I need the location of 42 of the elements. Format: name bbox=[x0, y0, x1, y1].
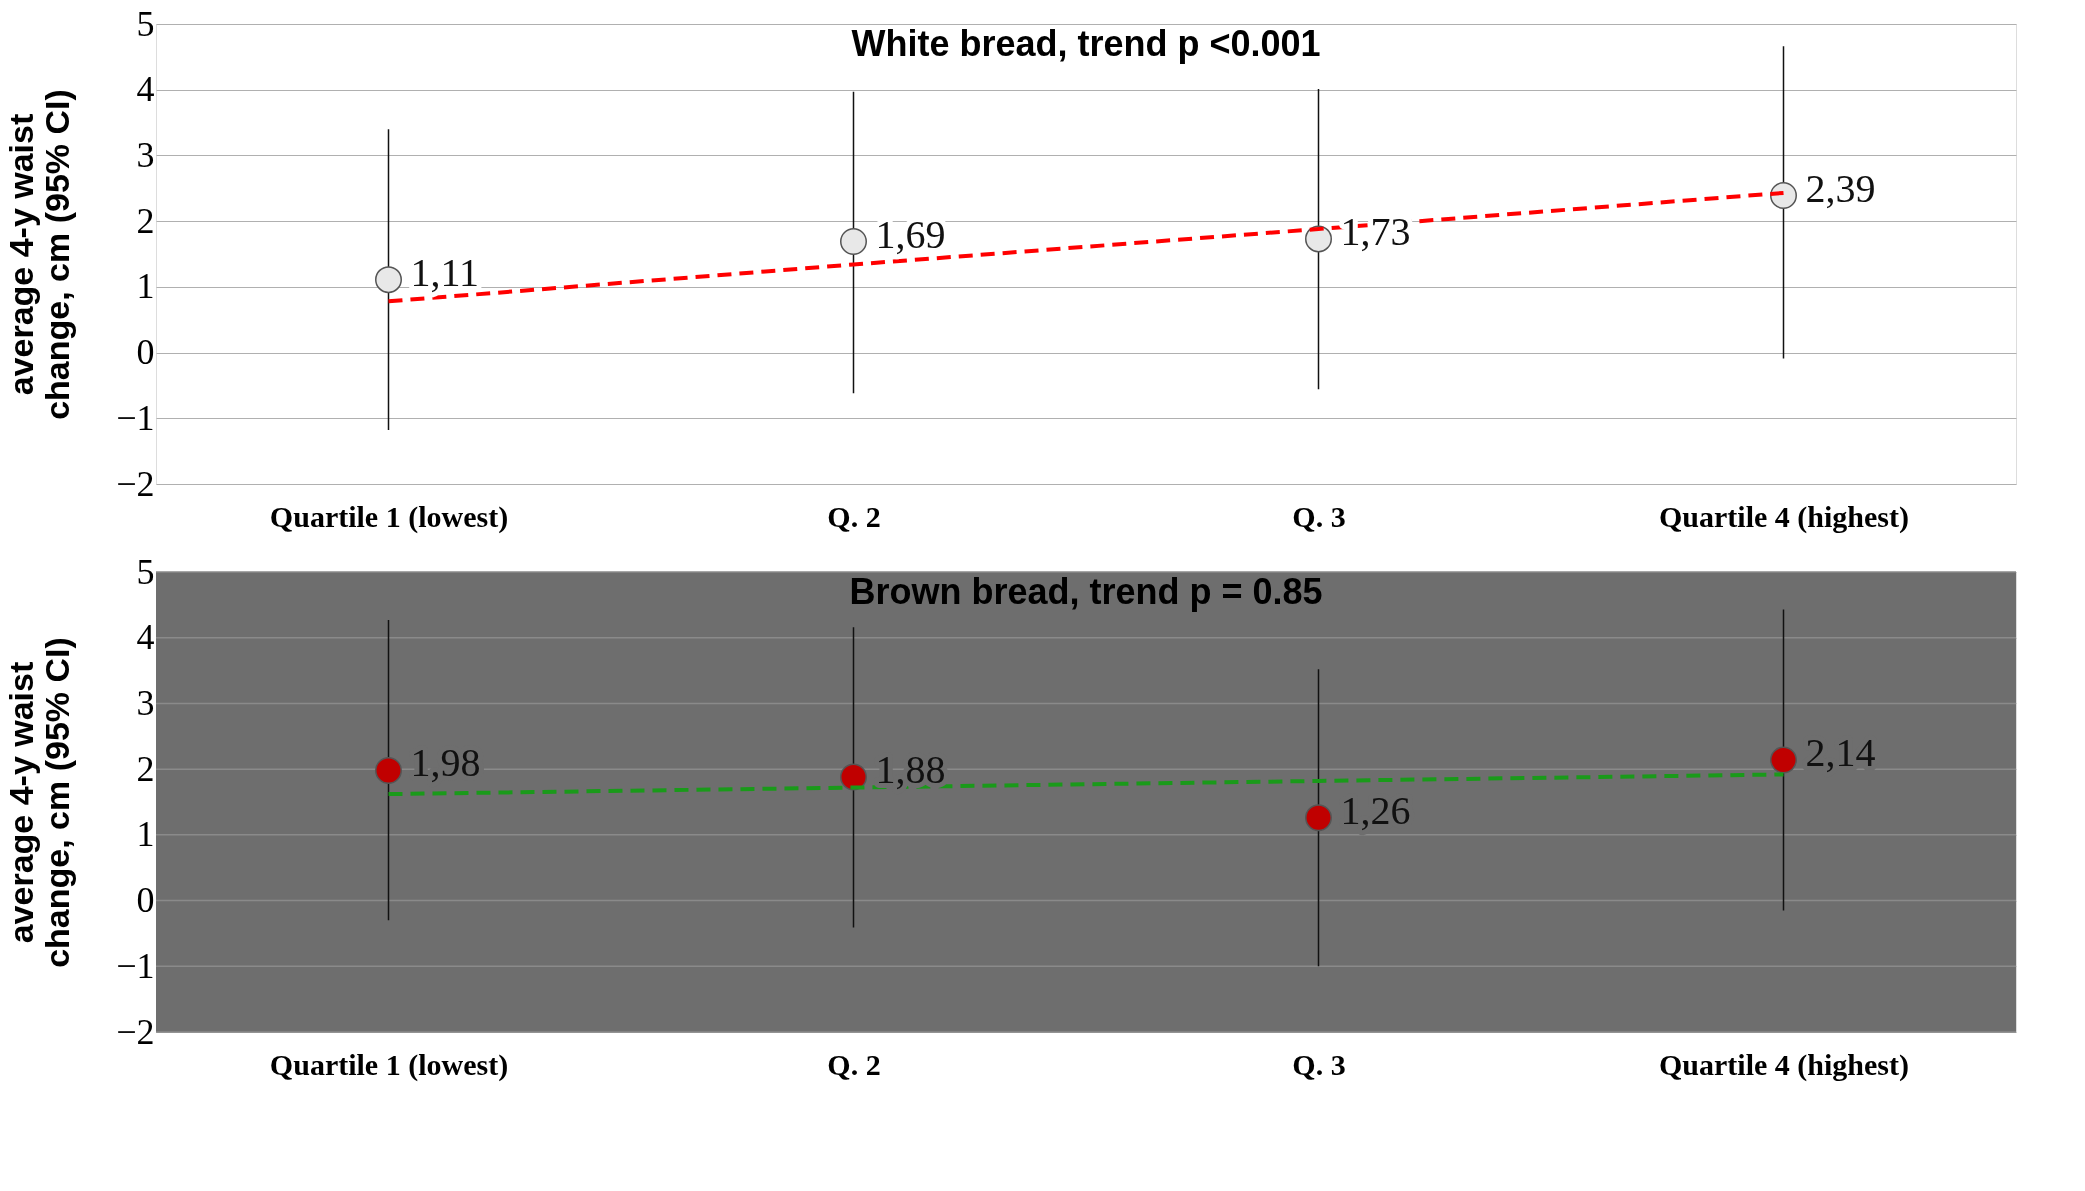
x-tick-label: Q. 3 bbox=[1292, 1047, 1346, 1081]
x-tick-label: Quartile 1 (lowest) bbox=[269, 499, 509, 534]
y-tick-label: 3 bbox=[136, 134, 155, 175]
point bbox=[375, 266, 402, 294]
y-tick-label: 1 bbox=[136, 266, 155, 307]
y-tick-label: 5 bbox=[136, 3, 155, 44]
data-label: 2,39 bbox=[1805, 165, 1876, 211]
x-tick-label: Quartile 4 (highest) bbox=[1659, 1047, 1909, 1082]
y-tick-label: 1 bbox=[136, 814, 155, 855]
y-tick-label: −1 bbox=[116, 397, 155, 438]
y-tick-label: 4 bbox=[136, 69, 155, 110]
data-label: 1,88 bbox=[875, 747, 946, 793]
y-axis-title: average 4-y waist change, cm (95% CI) bbox=[2, 637, 77, 968]
x-tick-label: Q. 3 bbox=[1292, 499, 1346, 533]
y-tick-label: 2 bbox=[136, 748, 155, 789]
point bbox=[840, 228, 867, 255]
y-tick-label: −2 bbox=[116, 463, 155, 504]
point bbox=[375, 756, 402, 784]
y-axis-title: average 4-y waist change, cm (95% CI) bbox=[2, 89, 77, 420]
data-label: 1,69 bbox=[875, 211, 946, 257]
point bbox=[840, 763, 867, 791]
y-tick-label: −2 bbox=[116, 1011, 155, 1052]
data-label: 2,14 bbox=[1805, 729, 1876, 775]
y-tick-label: 4 bbox=[136, 617, 155, 658]
data-label: 1,11 bbox=[410, 249, 480, 295]
x-tick-label: Quartile 4 (highest) bbox=[1659, 499, 1909, 534]
point bbox=[1770, 746, 1797, 774]
y-tick-label: 2 bbox=[136, 200, 155, 241]
y-tick-label: 0 bbox=[136, 332, 155, 373]
y-tick-label: 5 bbox=[136, 551, 155, 592]
y-tick-label: 0 bbox=[136, 880, 155, 921]
point bbox=[1305, 804, 1332, 832]
x-tick-label: Quartile 1 (lowest) bbox=[269, 1047, 509, 1082]
y-tick-label: 3 bbox=[136, 682, 155, 723]
point bbox=[1770, 182, 1797, 209]
y-tick-label: −1 bbox=[116, 945, 155, 986]
x-tick-label: Q. 2 bbox=[827, 499, 881, 533]
chart-title: White bread, trend p <0.001 bbox=[851, 23, 1321, 64]
chart-title: Brown bread, trend p = 0.85 bbox=[849, 571, 1323, 612]
data-label: 1,98 bbox=[410, 740, 481, 786]
data-label: 1,26 bbox=[1340, 787, 1411, 833]
x-tick-label: Q. 2 bbox=[827, 1047, 881, 1081]
